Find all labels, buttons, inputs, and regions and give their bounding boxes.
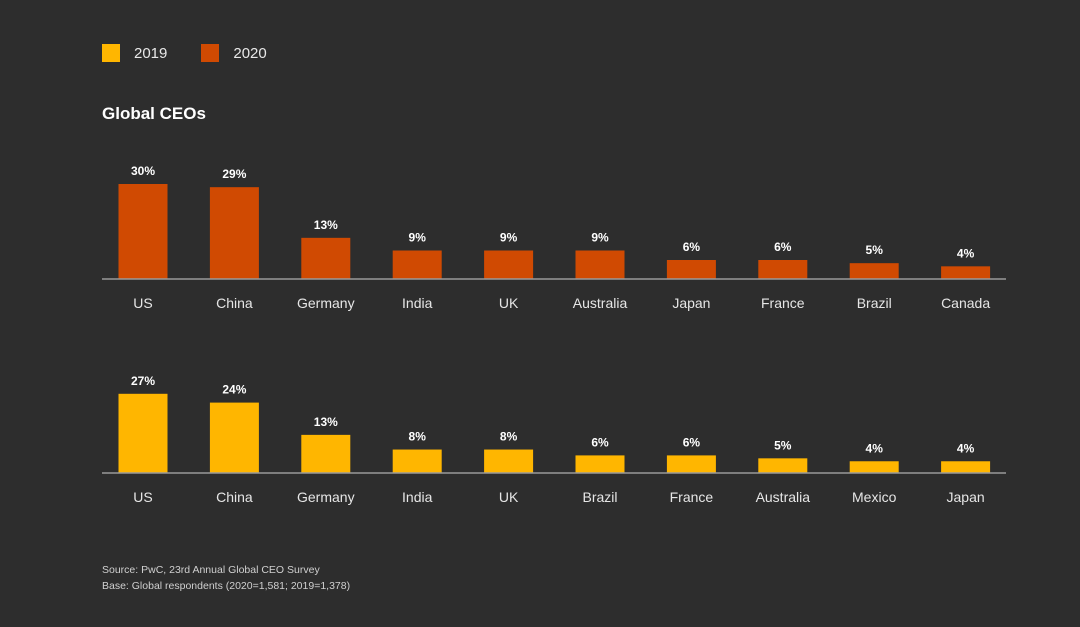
value-label-2019-5: 6% [591,435,609,449]
value-label-2020-8: 5% [866,243,884,257]
bar-2020-7 [758,260,808,279]
value-label-2019-8: 4% [866,441,884,455]
legend-label-2020: 2020 [233,44,267,62]
bar-2019-5 [575,455,625,473]
value-label-2019-0: 27% [131,374,155,388]
category-label-2019-1: China [216,489,253,505]
bar-2019-3 [392,449,442,473]
value-label-2019-1: 24% [222,383,246,397]
bar-2019-4 [484,449,534,473]
category-label-2019-7: Australia [756,489,811,505]
value-label-2019-2: 13% [314,415,338,429]
value-label-2019-6: 6% [683,435,701,449]
category-label-2020-5: Australia [573,295,628,311]
bar-2020-4 [484,250,534,279]
category-label-2020-1: China [216,295,253,311]
category-label-2020-8: Brazil [857,295,892,311]
category-label-2020-9: Canada [941,295,990,311]
bar-2020-0 [118,184,168,279]
bar-2020-8 [849,263,899,279]
source-note: Source: PwC, 23rd Annual Global CEO Surv… [102,564,320,576]
category-label-2020-2: Germany [297,295,355,311]
bar-2020-2 [301,237,351,279]
value-label-2020-6: 6% [683,240,701,254]
category-label-2019-8: Mexico [852,489,897,505]
legend: 2019 2020 [102,44,301,62]
bar-2019-6 [666,455,716,473]
category-label-2020-7: France [761,295,805,311]
value-label-2020-3: 9% [409,231,427,245]
category-label-2019-4: UK [499,489,519,505]
bar-2020-1 [209,187,259,279]
category-label-2020-0: US [133,295,152,311]
category-label-2019-0: US [133,489,152,505]
value-label-2019-3: 8% [409,430,427,444]
value-label-2020-2: 13% [314,218,338,232]
bar-2020-9 [941,266,991,279]
value-label-2020-0: 30% [131,164,155,178]
value-label-2020-9: 4% [957,246,975,260]
value-label-2020-7: 6% [774,240,792,254]
bar-2019-9 [941,461,991,473]
value-label-2020-5: 9% [591,231,609,245]
base-note: Base: Global respondents (2020=1,581; 20… [102,580,351,592]
category-label-2019-9: Japan [947,489,985,505]
legend-swatch-2020 [201,44,220,62]
category-label-2020-4: UK [499,295,519,311]
legend-item-2019: 2019 [102,44,167,62]
bar-2019-0 [118,393,168,473]
bar-2019-8 [849,461,899,473]
category-label-2019-2: Germany [297,489,355,505]
bar-2019-7 [758,458,808,473]
chart-title: Global CEOs [102,104,206,123]
legend-swatch-2019 [102,44,120,62]
value-label-2019-4: 8% [500,430,518,444]
bar-2020-5 [575,250,625,279]
footer: Source: PwC, 23rd Annual Global CEO Surv… [102,562,350,594]
bar-2020-6 [666,260,716,279]
bar-2020-3 [392,250,442,279]
value-label-2020-1: 29% [222,167,246,181]
value-label-2020-4: 9% [500,231,518,245]
category-label-2020-3: India [402,295,433,311]
category-label-2020-6: Japan [672,295,710,311]
category-label-2019-6: France [670,489,714,505]
bar-2019-2 [301,434,351,473]
category-label-2019-3: India [402,489,433,505]
value-label-2019-7: 5% [774,438,792,452]
value-label-2019-9: 4% [957,441,975,455]
legend-label-2019: 2019 [134,44,168,62]
legend-item-2020: 2020 [201,44,267,62]
bar-2019-1 [209,402,259,473]
category-label-2019-5: Brazil [582,489,617,505]
